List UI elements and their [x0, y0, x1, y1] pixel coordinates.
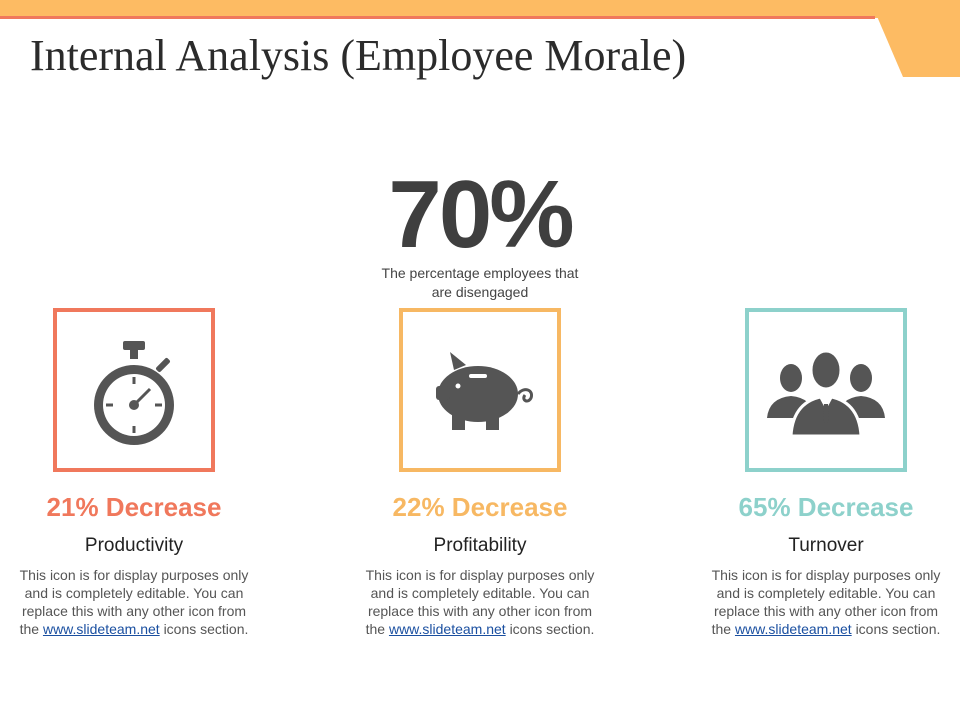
stopwatch-icon [94, 341, 174, 445]
icon-frame [53, 308, 215, 472]
metric-stat: 65% Decrease [738, 492, 914, 522]
metric-card-turnover: 65% Decrease Turnover This icon is for d… [686, 308, 960, 638]
slideteam-link[interactable]: www.slideteam.net [388, 621, 506, 637]
top-accent-bar [0, 0, 960, 18]
description-text: This icon is for display purposes only a… [365, 567, 595, 637]
metric-card-productivity: 21% Decrease Productivity This icon is f… [0, 308, 274, 638]
team-icon [767, 349, 885, 438]
icon-frame [399, 308, 561, 472]
description-text: This icon is for display purposes only a… [19, 567, 249, 637]
metric-stat: 21% Decrease [46, 492, 222, 522]
icon-frame [745, 308, 907, 472]
description-text-end: icons section. [509, 621, 595, 637]
description-text: This icon is for display purposes only a… [711, 567, 941, 637]
headline-stat: 70% [388, 161, 574, 268]
slide-title: Internal Analysis (Employee Morale) [30, 31, 687, 80]
metric-stat: 22% Decrease [392, 492, 568, 522]
description-text-end: icons section. [163, 621, 249, 637]
headline-caption: The percentage employees that are diseng… [381, 265, 579, 300]
metric-label: Productivity [84, 535, 184, 556]
metric-description: This icon is for display purposes only a… [360, 566, 600, 638]
metric-label: Profitability [433, 535, 527, 556]
metric-description: This icon is for display purposes only a… [706, 566, 946, 638]
description-text-end: icons section. [855, 621, 941, 637]
piggy-bank-icon [436, 352, 534, 430]
metric-description: This icon is for display purposes only a… [14, 566, 254, 638]
corner-accent-shape [870, 0, 960, 77]
top-accent-line [0, 16, 875, 19]
metric-label: Turnover [788, 535, 864, 556]
slideteam-link[interactable]: www.slideteam.net [42, 621, 160, 637]
metric-card-profitability: 22% Decrease Profitability This icon is … [340, 308, 620, 638]
slideteam-link[interactable]: www.slideteam.net [734, 621, 852, 637]
